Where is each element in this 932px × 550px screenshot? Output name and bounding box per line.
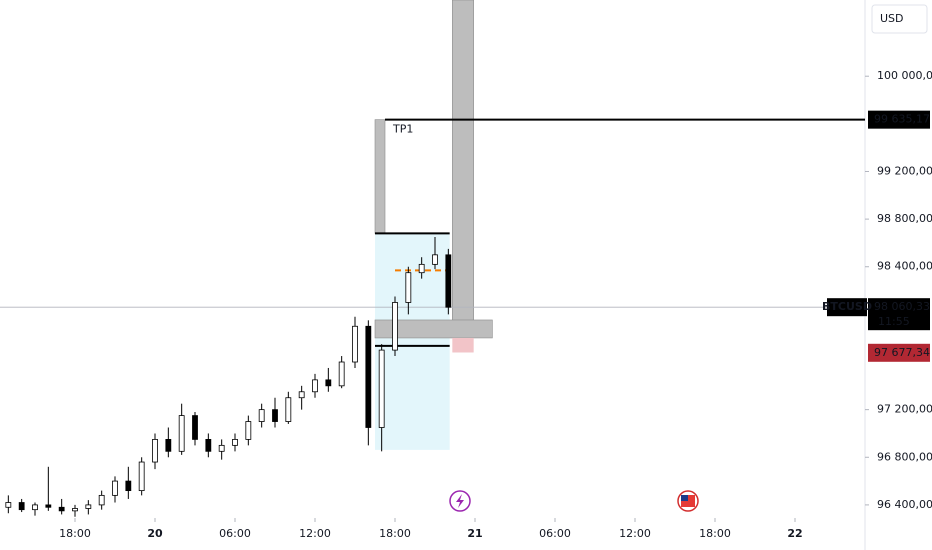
currency: USD <box>880 12 904 25</box>
currency-button[interactable] <box>871 4 928 34</box>
candle-body <box>125 480 132 492</box>
candle-body <box>272 409 278 422</box>
y-tick-label: 99 200,00 <box>877 164 932 177</box>
candle-body <box>285 397 292 422</box>
x-tick-label: 21 <box>467 527 482 540</box>
y-tick-label: 98 400,00 <box>877 260 932 273</box>
symbol-label: BTCUSD <box>822 300 872 313</box>
symbol-tag <box>827 298 867 317</box>
candle-body <box>258 409 265 422</box>
candle-body <box>325 379 332 387</box>
zone <box>374 119 386 234</box>
candle-body <box>232 439 238 446</box>
countdown: 11:55 <box>878 315 910 328</box>
zone <box>452 0 474 323</box>
candle-body <box>178 415 185 452</box>
x-tick-label: 18:00 <box>59 527 91 540</box>
y-tick-label: 97 200,00 <box>877 403 932 416</box>
candle-body <box>32 504 38 511</box>
candle-body <box>98 494 105 506</box>
candle-body <box>205 439 212 452</box>
candle-body <box>165 439 172 452</box>
price-tag <box>868 343 930 362</box>
x-tick-label: 06:00 <box>539 527 571 540</box>
candle-body <box>85 504 92 509</box>
y-tick-label: 98 800,00 <box>877 212 932 225</box>
candle-body <box>365 325 372 428</box>
price-tag-label: 98 060,33 <box>874 300 930 313</box>
candle-body <box>5 502 12 508</box>
x-tick-label: 12:00 <box>299 527 331 540</box>
candle-body <box>45 504 52 508</box>
candle-body <box>298 391 305 399</box>
candle-body <box>58 506 65 512</box>
candle-body <box>378 349 385 428</box>
x-tick-label: 18:00 <box>379 527 411 540</box>
candle-body <box>152 439 158 463</box>
candle-body <box>18 502 25 511</box>
price-tag-label: 99 635,17 <box>874 113 930 126</box>
candle-body <box>405 272 412 303</box>
zone <box>375 233 450 450</box>
x-tick-label: 20 <box>147 527 163 540</box>
candle-body <box>418 263 425 274</box>
price-tag <box>868 110 930 129</box>
candle-body <box>312 379 318 393</box>
x-tick-label: 06:00 <box>219 527 251 540</box>
candle-body <box>392 302 398 351</box>
y-tick-label: 96 400,00 <box>877 498 932 511</box>
lightning <box>456 494 464 508</box>
candle-body <box>338 361 345 387</box>
candle-body <box>245 421 252 440</box>
zone <box>452 337 474 353</box>
x-tick-label: 12:00 <box>619 527 651 540</box>
candle-body <box>218 444 225 452</box>
candle-body <box>138 461 145 492</box>
x-tick-label: 18:00 <box>699 527 731 540</box>
y-tick-label: 96 800,00 <box>877 450 932 463</box>
target-label: TP1 <box>392 123 413 136</box>
candle-body <box>112 480 118 496</box>
flag-canton <box>681 495 688 501</box>
candle-body <box>432 254 438 265</box>
candle-body <box>445 254 452 308</box>
zone <box>374 319 493 339</box>
price-tag <box>868 298 930 331</box>
price-tag-label: 97 677,34 <box>874 346 930 359</box>
candle-body <box>72 508 78 512</box>
x-tick-label: 22 <box>787 527 802 540</box>
y-tick-label: 100 000,00 <box>877 69 932 82</box>
candle-body <box>352 325 358 363</box>
candle-body <box>192 415 198 440</box>
